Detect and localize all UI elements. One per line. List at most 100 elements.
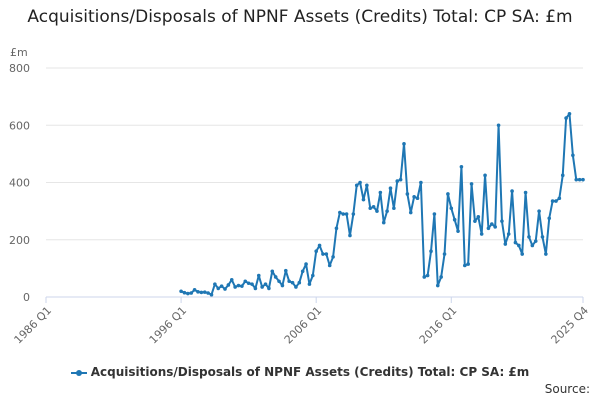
data-point[interactable] (246, 281, 251, 286)
data-point[interactable] (365, 183, 369, 188)
data-point[interactable] (199, 290, 204, 295)
data-point[interactable] (250, 282, 254, 286)
data-point[interactable] (307, 282, 312, 286)
data-point[interactable] (533, 239, 538, 243)
data-point[interactable] (496, 123, 501, 128)
data-point[interactable] (280, 283, 285, 288)
data-point[interactable] (277, 279, 281, 284)
data-point[interactable] (192, 288, 197, 292)
data-point[interactable] (267, 286, 271, 291)
data-point[interactable] (439, 275, 443, 279)
data-point[interactable] (422, 275, 427, 279)
data-point[interactable] (429, 249, 433, 253)
data-point[interactable] (540, 235, 545, 239)
data-point[interactable] (469, 182, 474, 186)
data-point[interactable] (527, 235, 531, 239)
data-point[interactable] (236, 283, 241, 288)
data-point[interactable] (300, 269, 305, 274)
data-point[interactable] (226, 283, 231, 287)
data-point[interactable] (209, 292, 214, 297)
data-point[interactable] (560, 173, 565, 178)
data-point[interactable] (327, 263, 332, 268)
data-point[interactable] (311, 273, 315, 278)
data-point[interactable] (297, 280, 302, 285)
data-point[interactable] (294, 285, 298, 289)
data-point[interactable] (223, 287, 227, 291)
data-point[interactable] (321, 252, 325, 256)
data-point[interactable] (179, 289, 183, 294)
data-point[interactable] (388, 186, 393, 191)
data-point[interactable] (371, 205, 376, 209)
data-point[interactable] (354, 183, 359, 188)
data-point[interactable] (490, 222, 494, 226)
data-point[interactable] (405, 192, 410, 196)
data-point[interactable] (415, 196, 420, 201)
data-point[interactable] (483, 173, 487, 178)
data-point[interactable] (473, 219, 477, 223)
data-point[interactable] (189, 291, 194, 295)
data-point[interactable] (435, 283, 440, 288)
data-point[interactable] (446, 192, 450, 196)
data-point[interactable] (273, 275, 278, 279)
data-point[interactable] (229, 278, 234, 282)
data-point[interactable] (290, 280, 295, 285)
data-point[interactable] (358, 180, 362, 185)
data-point[interactable] (263, 282, 268, 286)
data-point[interactable] (348, 233, 352, 238)
data-point[interactable] (452, 217, 457, 222)
data-point[interactable] (432, 212, 437, 216)
data-point[interactable] (283, 268, 288, 273)
data-point[interactable] (334, 226, 339, 231)
data-point[interactable] (375, 209, 379, 213)
data-point[interactable] (486, 226, 491, 231)
data-point[interactable] (510, 189, 514, 193)
data-point[interactable] (395, 179, 400, 183)
legend[interactable]: Acquisitions/Disposals of NPNF Assets (C… (0, 365, 600, 379)
data-point[interactable] (479, 232, 484, 236)
data-point[interactable] (344, 212, 349, 216)
data-point[interactable] (196, 290, 200, 294)
data-point[interactable] (240, 284, 244, 288)
data-point[interactable] (341, 212, 346, 216)
data-point[interactable] (219, 284, 224, 288)
data-point[interactable] (476, 215, 481, 219)
data-point[interactable] (351, 212, 356, 216)
data-point[interactable] (577, 177, 582, 182)
data-point[interactable] (408, 210, 413, 215)
data-point[interactable] (425, 273, 430, 278)
data-point[interactable] (466, 262, 470, 266)
data-point[interactable] (459, 164, 464, 169)
data-point[interactable] (449, 206, 454, 211)
data-point[interactable] (304, 262, 308, 266)
data-point[interactable] (513, 240, 518, 245)
data-point[interactable] (517, 243, 521, 248)
data-point[interactable] (206, 291, 210, 295)
data-point[interactable] (581, 177, 585, 182)
data-point[interactable] (412, 195, 416, 199)
data-point[interactable] (523, 190, 528, 195)
data-point[interactable] (381, 220, 386, 225)
data-point[interactable] (385, 209, 389, 213)
data-point[interactable] (520, 252, 525, 256)
data-point[interactable] (571, 153, 575, 158)
data-point[interactable] (182, 290, 187, 295)
data-point[interactable] (500, 219, 504, 223)
data-point[interactable] (506, 232, 511, 236)
data-point[interactable] (253, 286, 258, 291)
data-point[interactable] (186, 291, 190, 296)
data-point[interactable] (574, 177, 579, 182)
data-point[interactable] (233, 285, 237, 289)
data-point[interactable] (398, 177, 403, 182)
data-point[interactable] (503, 242, 508, 246)
data-point[interactable] (256, 273, 261, 278)
data-point[interactable] (243, 279, 248, 284)
data-point[interactable] (270, 269, 275, 274)
data-point[interactable] (378, 190, 383, 195)
data-point[interactable] (537, 209, 541, 213)
data-point[interactable] (547, 216, 552, 221)
data-point[interactable] (287, 279, 291, 284)
data-point[interactable] (202, 290, 207, 294)
data-point[interactable] (419, 180, 423, 185)
data-point[interactable] (213, 282, 217, 286)
data-point[interactable] (402, 142, 406, 146)
